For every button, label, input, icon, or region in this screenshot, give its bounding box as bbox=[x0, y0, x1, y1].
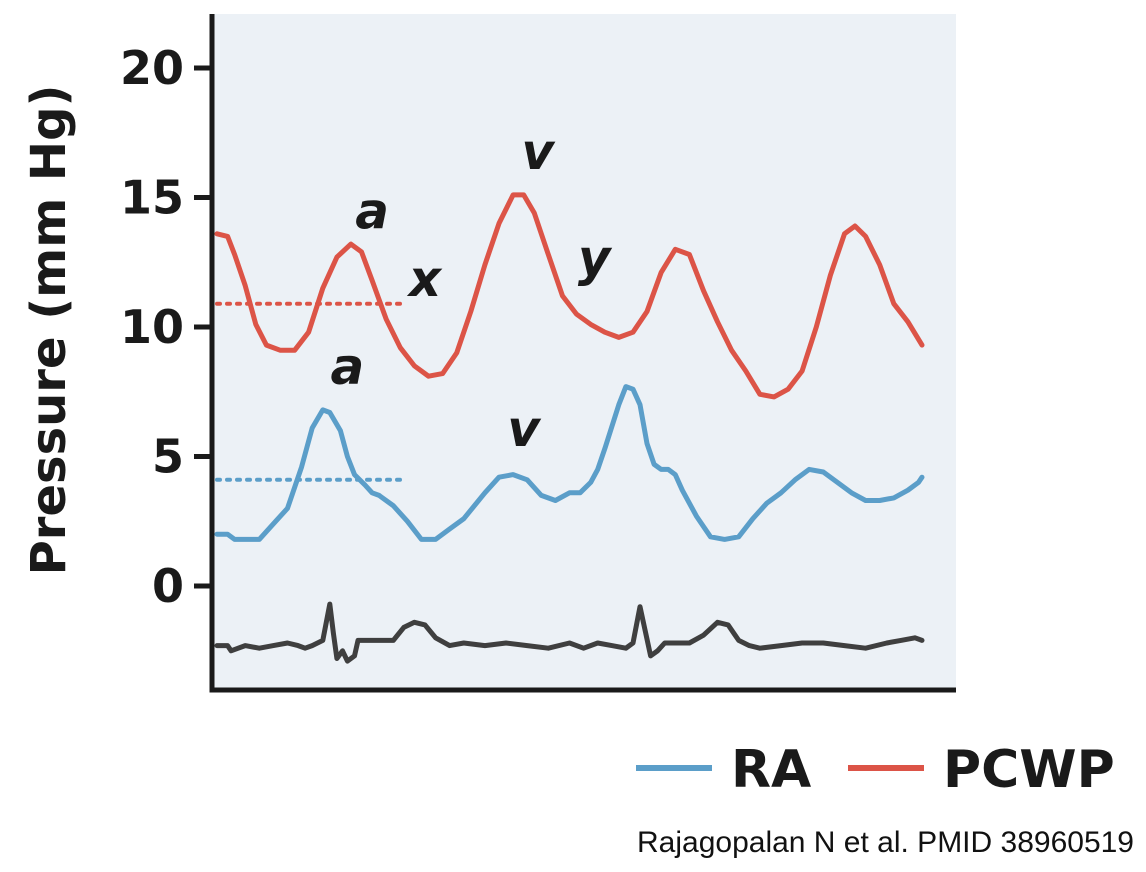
wave-label-pcwp-v: v bbox=[521, 123, 555, 181]
reference-lines bbox=[215, 301, 403, 482]
legend-label-ra: RA bbox=[731, 740, 811, 800]
wave-label-ra-a: a bbox=[331, 338, 365, 396]
wave-label-ra-v: v bbox=[507, 400, 541, 458]
series-line-pcwp bbox=[214, 192, 925, 400]
citation: Rajagopalan N et al. PMID 38960519 bbox=[637, 826, 1134, 859]
y-axis-title: Pressure (mm Hg) bbox=[21, 85, 77, 576]
y-tick-label: 20 bbox=[120, 41, 184, 95]
y-tick-label: 10 bbox=[120, 300, 184, 354]
series-line-ecg bbox=[214, 601, 925, 664]
axes bbox=[209, 14, 956, 693]
plot-background bbox=[212, 14, 956, 690]
legend-label-pcwp: PCWP bbox=[943, 740, 1115, 800]
y-tick-label: 5 bbox=[152, 430, 184, 484]
wave-label-pcwp-a: a bbox=[355, 183, 389, 241]
y-tick-label: 15 bbox=[120, 171, 184, 225]
wave-label-pcwp-x: x bbox=[406, 250, 443, 308]
legend-item-ra: RA bbox=[636, 740, 811, 800]
series-layer bbox=[214, 192, 925, 664]
legend: RA PCWP bbox=[636, 740, 1115, 800]
series-line-ra bbox=[214, 384, 925, 542]
wave-label-pcwp-y: y bbox=[578, 229, 613, 287]
y-ticks: 0 5 10 15 20 bbox=[120, 41, 212, 613]
y-tick-label: 0 bbox=[152, 559, 184, 613]
legend-item-pcwp: PCWP bbox=[848, 740, 1115, 800]
